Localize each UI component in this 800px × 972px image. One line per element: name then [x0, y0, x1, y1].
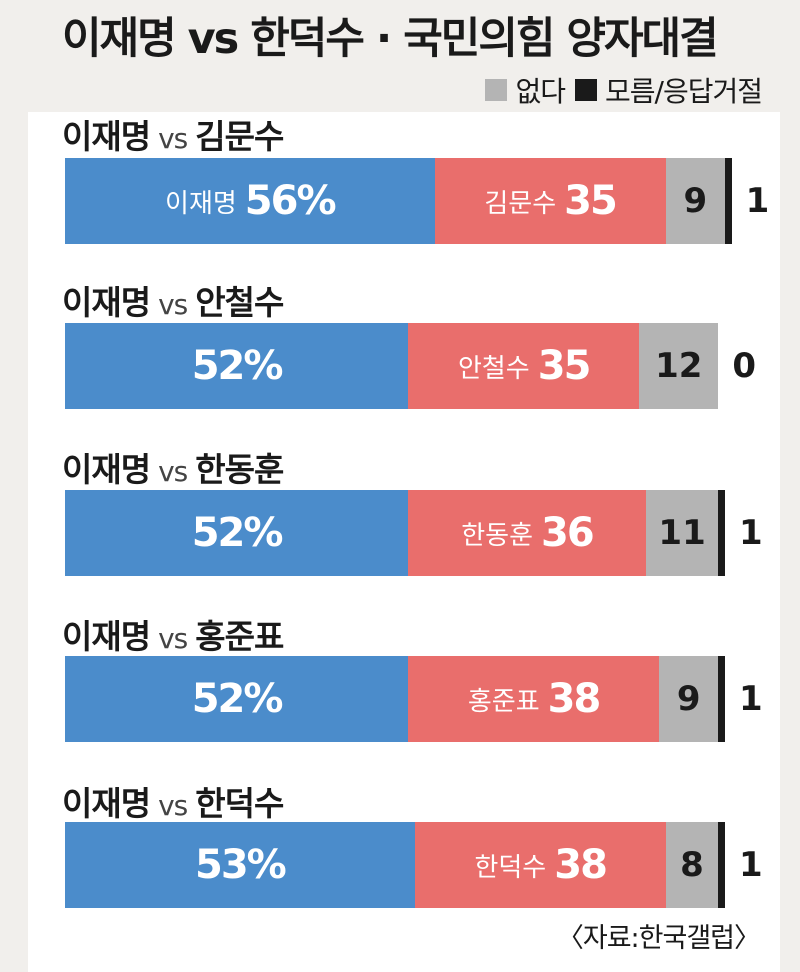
bar-label-candidate: 김문수 — [484, 188, 557, 219]
legend-item-none: 없다 — [485, 70, 566, 110]
matchup-label: 이재명 vs 한동훈 — [62, 443, 284, 491]
bar-value-unknown: 1 — [739, 845, 763, 885]
matchup-right-name: 한동훈 — [195, 450, 284, 489]
bar-segment-lee: 53% — [65, 822, 415, 908]
bar-segment-none: 12 — [639, 323, 719, 409]
bar-value-lee: 56% — [244, 178, 337, 224]
bar-value-ppp: 38 — [554, 842, 608, 888]
stacked-bar: 53% 한덕수 38 8 1 — [65, 822, 785, 908]
bar-label-candidate: 홍준표 — [467, 686, 540, 717]
legend-label-none: 없다 — [515, 75, 566, 108]
bar-segment-lee: 52% — [65, 656, 409, 742]
bar-label-candidate: 이재명 — [165, 188, 237, 219]
matchup-label: 이재명 vs 안철수 — [62, 276, 284, 324]
legend-label-unknown: 모름/응답거절 — [605, 75, 763, 108]
matchup-left-name: 이재명 — [62, 117, 151, 156]
matchup-vs: vs — [158, 288, 188, 321]
bar-segment-ppp: 한덕수 38 — [414, 822, 666, 908]
bar-segment-none: 9 — [659, 656, 719, 742]
matchup-left-name: 이재명 — [62, 283, 151, 322]
stacked-bar: 52% 한동훈 36 11 1 — [65, 490, 785, 576]
bar-segment-unknown — [725, 158, 732, 244]
bar-value-none: 9 — [676, 679, 701, 719]
matchup-label: 이재명 vs 한덕수 — [62, 777, 284, 825]
bar-value-ppp: 35 — [537, 343, 592, 389]
matchup-vs: vs — [158, 455, 188, 488]
matchup-right-name: 한덕수 — [195, 784, 284, 823]
legend-item-unknown: 모름/응답거절 — [575, 70, 763, 110]
matchup-left-name: 이재명 — [62, 784, 151, 823]
legend-swatch-none — [485, 79, 508, 101]
legend-swatch-unknown — [575, 79, 597, 101]
matchup-right-name: 안철수 — [195, 283, 284, 322]
matchup-left-name: 이재명 — [62, 617, 151, 656]
bar-segment-unknown — [718, 490, 725, 576]
bar-segment-none: 9 — [665, 158, 725, 244]
bar-segment-none: 11 — [645, 490, 719, 576]
legend: 없다 모름/응답거절 — [485, 70, 763, 110]
bar-segment-unknown — [718, 822, 725, 908]
matchup-label: 이재명 vs 홍준표 — [62, 610, 284, 658]
bar-value-unknown: 1 — [739, 679, 763, 719]
bar-label-candidate: 한덕수 — [474, 852, 547, 883]
bar-value-ppp: 36 — [541, 510, 595, 556]
matchup-vs: vs — [158, 789, 188, 822]
bar-value-none: 12 — [655, 346, 703, 386]
chart-title: 이재명 vs 한덕수 · 국민의힘 양자대결 — [62, 14, 719, 64]
bar-value-ppp: 38 — [547, 676, 602, 722]
matchup-vs: vs — [158, 622, 188, 655]
bar-value-unknown: 0 — [732, 346, 757, 386]
bar-label-candidate: 한동훈 — [461, 520, 534, 551]
bar-label-candidate: 안철수 — [457, 353, 530, 384]
matchup-label: 이재명 vs 김문수 — [62, 110, 284, 158]
source-note: 〈자료:한국갤럽〉 — [556, 923, 761, 954]
bar-segment-ppp: 김문수 35 — [434, 158, 666, 244]
bar-value-lee: 52% — [191, 676, 284, 722]
bar-segment-ppp: 안철수 35 — [408, 323, 640, 409]
bar-value-none: 11 — [658, 513, 706, 553]
bar-segment-none: 8 — [665, 822, 719, 908]
bar-value-none: 8 — [680, 845, 704, 885]
bar-value-lee: 53% — [195, 842, 287, 888]
stacked-bar: 52% 안철수 35 12 0 — [65, 323, 781, 409]
stacked-bar: 이재명 56% 김문수 35 9 1 — [65, 158, 792, 244]
bar-value-unknown: 1 — [739, 513, 763, 553]
bar-segment-lee: 이재명 56% — [65, 158, 435, 244]
bar-value-lee: 52% — [191, 510, 284, 556]
bar-value-unknown: 1 — [745, 181, 770, 221]
bar-value-lee: 52% — [191, 343, 284, 389]
bar-segment-lee: 52% — [65, 323, 409, 409]
bar-value-ppp: 35 — [564, 178, 618, 224]
bar-segment-lee: 52% — [65, 490, 409, 576]
bar-value-none: 9 — [683, 181, 708, 221]
matchup-vs: vs — [158, 122, 188, 155]
matchup-right-name: 김문수 — [195, 117, 284, 156]
bar-segment-ppp: 홍준표 38 — [408, 656, 659, 742]
matchup-right-name: 홍준표 — [195, 617, 284, 656]
bar-segment-unknown — [718, 656, 725, 742]
stacked-bar: 52% 홍준표 38 9 1 — [65, 656, 785, 742]
bar-segment-ppp: 한동훈 36 — [408, 490, 646, 576]
matchup-left-name: 이재명 — [62, 450, 151, 489]
